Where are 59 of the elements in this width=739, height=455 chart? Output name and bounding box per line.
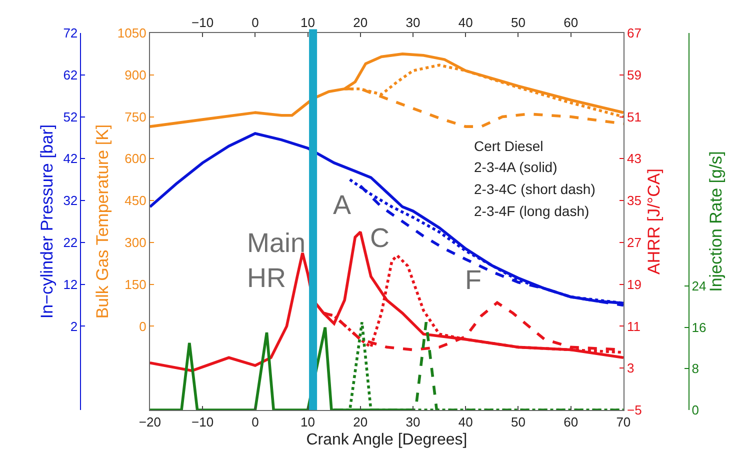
x2-tick-label: 40: [458, 14, 473, 30]
x2-tick-label: 50: [510, 14, 526, 30]
x-tick-label: 40: [458, 414, 473, 430]
y3-tick-label: 51: [627, 109, 642, 124]
x2-tick-label: 30: [406, 14, 420, 30]
x-tick-label: 30: [406, 414, 420, 430]
y2-tick-label: 450: [124, 193, 146, 208]
y2-tick-label: 750: [124, 109, 146, 124]
y3-tick-label: 43: [627, 151, 642, 166]
y3-tick-label: 59: [627, 67, 642, 82]
y-tick-label: 72: [63, 26, 78, 41]
y-axis-title: Injection Rate [g/s]: [706, 151, 726, 292]
annotation: 2-3-4C (short dash): [474, 181, 596, 197]
y2-axis-title: Bulk Gas Temperature [K]: [92, 124, 112, 319]
x2-tick-label: 0: [252, 14, 259, 30]
x-tick-label: 60: [564, 414, 578, 430]
y-tick-label: 62: [63, 67, 78, 82]
annotation: A: [333, 190, 352, 220]
x2-tick-label: 20: [353, 14, 368, 30]
x-tick-label: −20: [138, 414, 161, 430]
x-tick-label: 0: [252, 414, 259, 430]
y-tick-label: 52: [63, 109, 78, 124]
x-tick-label: 50: [510, 414, 526, 430]
y-tick-label: 32: [63, 193, 78, 208]
y2-tick-label: 0: [139, 318, 146, 334]
y2-tick-label: 150: [124, 276, 146, 292]
y-tick-label: 22: [63, 234, 78, 250]
annotation: 2-3-4F (long dash): [474, 203, 590, 219]
y2-tick-label: 900: [124, 67, 146, 82]
y2-tick-label: 600: [124, 151, 146, 166]
x2-tick-label: 60: [564, 14, 578, 30]
annotation: 2-3-4A (solid): [474, 159, 558, 175]
annotation: Main HR: [247, 228, 306, 294]
y3-tick-label: 19: [627, 276, 642, 292]
y-tick-label: 24: [692, 278, 706, 294]
y-axis-title: In−cylinder Pressure [bar]: [38, 124, 57, 319]
annotation: F: [465, 265, 482, 295]
y-tick-label: 16: [692, 320, 706, 335]
x-axis-title: Crank Angle [Degrees]: [306, 431, 468, 448]
y-tick-label: 42: [63, 151, 78, 166]
y3-tick-label: 11: [627, 318, 641, 334]
y-tick-label: 2: [70, 318, 78, 334]
x-tick-label: −10: [192, 414, 214, 430]
y2-tick-label: 1050: [117, 26, 146, 41]
y3-tick-label: 3: [627, 360, 634, 376]
y3-tick-label: 27: [627, 234, 642, 250]
annotation: Cert Diesel: [474, 138, 544, 154]
y3-tick-label: 67: [627, 26, 642, 41]
y3-axis-title: AHRR [J/°CA]: [644, 168, 664, 274]
annotation: C: [370, 223, 390, 253]
y-tick-label: 8: [692, 361, 700, 376]
y-tick-label: 12: [63, 276, 78, 292]
x-tick-label: 20: [353, 414, 368, 430]
x-tick-label: 10: [300, 414, 316, 430]
y3-tick-label: 35: [627, 193, 642, 208]
y-tick-label: 0: [692, 402, 700, 418]
y2-tick-label: 300: [124, 234, 146, 250]
x2-tick-label: −10: [192, 14, 214, 30]
x2-tick-label: 10: [300, 14, 316, 30]
